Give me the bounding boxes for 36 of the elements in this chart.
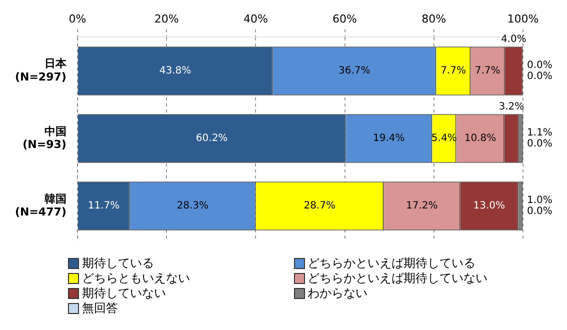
data-label: 10.8% (464, 133, 496, 144)
data-label: 0.0% (527, 206, 552, 218)
data-label: 19.4% (372, 133, 405, 144)
x-tick-label: 100% (507, 12, 539, 26)
data-label: 7.7% (474, 66, 500, 77)
legend-label: どちらかといえば期待していない (308, 271, 488, 286)
legend-label: 無回答 (82, 301, 118, 316)
x-tick-label: 0% (68, 12, 86, 26)
y-tick-label: 韓国 (N=477) (14, 192, 66, 218)
legend-label: わからない (308, 286, 368, 301)
data-label: 0.0% (527, 71, 552, 82)
data-label: 1.1% (527, 128, 552, 139)
legend-label: どちらともいえない (82, 271, 190, 286)
x-tick-label: 20% (154, 12, 179, 26)
x-tick-label: 60% (332, 12, 357, 26)
data-label: 7.7% (440, 66, 466, 77)
data-label: 13.0% (473, 200, 506, 212)
data-label: 1.0% (527, 195, 552, 206)
data-label: 0.0% (527, 60, 552, 72)
data-label: 28.7% (304, 200, 336, 212)
x-tick-label: 80% (422, 12, 446, 26)
data-label: 28.3% (176, 200, 209, 212)
y-tick-label: 日本 (N=297) (14, 57, 68, 84)
legend-label: 期待していない (82, 286, 166, 301)
legend-label: どちらかといえば期待している (308, 256, 476, 271)
data-label: 36.7% (338, 66, 370, 77)
data-label: 17.2% (406, 200, 438, 212)
x-tick-label: 40% (243, 12, 268, 26)
data-label: 3.2% (498, 102, 524, 113)
data-label: 0.0% (527, 138, 552, 150)
y-tick-label: 中国 (N=93) (22, 124, 66, 151)
data-label: 11.7% (88, 200, 120, 212)
data-label: 43.8% (159, 66, 192, 77)
data-label: 60.2% (196, 133, 228, 144)
data-label: 4.0% (500, 34, 526, 46)
text: 期待している (82, 256, 154, 271)
